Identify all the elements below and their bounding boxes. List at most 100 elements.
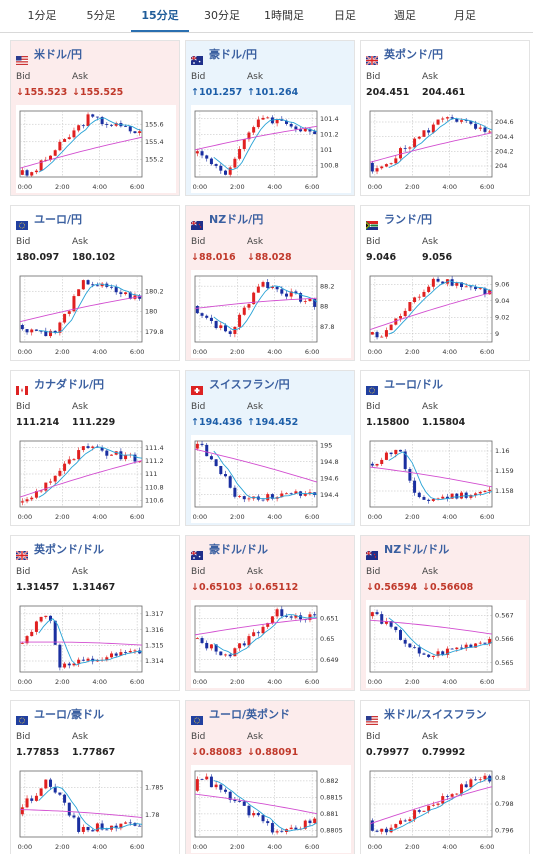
- pair-name-link[interactable]: 米ドル/スイスフラン: [384, 708, 487, 721]
- chart-area[interactable]: 0:00 2:00 4:00 6:00 101.4 101.2 101 100.8: [191, 105, 351, 193]
- mini-chart: 0:00 2:00 4:00 6:00 9.06 9.04 9.02 9: [366, 270, 526, 358]
- chart-area[interactable]: 0:00 2:00 4:00 6:00 0.651 0.65 0.649: [191, 600, 351, 688]
- pair-name-link[interactable]: 豪ドル/ドル: [209, 543, 269, 556]
- pair-name-link[interactable]: 英ポンド/円: [384, 48, 444, 61]
- rate-card[interactable]: ユーロ/円 Bid Ask 180.097 180.102 0:00 2:00 4:00 6:0…: [10, 205, 180, 361]
- candle-body: [261, 815, 265, 822]
- tab-1[interactable]: 1分足: [27, 9, 57, 22]
- y-tick-label: 1.316: [145, 626, 164, 634]
- candle-body: [95, 823, 99, 832]
- x-tick-label: 6:00: [480, 348, 495, 356]
- rate-card[interactable]: 豪ドル/ドル Bid Ask ↓0.65103 ↓0.65112 0:00 2:00 4:00…: [185, 535, 355, 691]
- bid-label: Bid: [366, 402, 381, 412]
- candle-body: [91, 114, 95, 117]
- pair-name-link[interactable]: ユーロ/英ポンド: [209, 708, 291, 721]
- rate-card[interactable]: 英ポンド/ドル Bid Ask 1.31457 1.31467 0:00 2:00 4:00 6…: [10, 535, 180, 691]
- candle-body: [422, 497, 426, 500]
- candle-body: [72, 130, 76, 138]
- chart-area[interactable]: 0:00 2:00 4:00 6:00 180.2 180 179.8: [16, 270, 176, 358]
- pair-name-link[interactable]: スイスフラン/円: [209, 378, 290, 391]
- tab-6[interactable]: 日足: [334, 9, 356, 22]
- x-tick-label: 0:00: [193, 513, 208, 521]
- chart-area[interactable]: 0:00 2:00 4:00 6:00 0.567 0.566 0.565: [366, 600, 526, 688]
- candle-body: [63, 663, 67, 668]
- ma-long-line: [194, 448, 318, 483]
- candle-body: [228, 167, 232, 175]
- card-header: ユーロ/円: [16, 212, 83, 230]
- rate-card[interactable]: NZドル/ドル Bid Ask ↓0.56594 ↓0.56608 0:00 2:00 4:0…: [360, 535, 530, 691]
- flag-icon: [190, 50, 203, 65]
- chart-area[interactable]: 0:00 2:00 4:00 6:00 88.2 88 87.8: [191, 270, 351, 358]
- x-tick-label: 6:00: [480, 678, 495, 686]
- bid-label: Bid: [16, 567, 31, 577]
- candle-body: [242, 307, 246, 315]
- chart-area[interactable]: 0:00 2:00 4:00 6:00 1.317 1.316 1.315 1.314: [16, 600, 176, 688]
- candle-body: [422, 130, 426, 137]
- rate-card[interactable]: 豪ドル/円 Bid Ask ↑101.257 ↑101.264 0:00 2:00 4:00 6…: [185, 40, 355, 196]
- chart-area[interactable]: 0:00 2:00 4:00 6:00 9.06 9.04 9.02 9: [366, 270, 526, 358]
- bid-price: ↓88.016: [191, 252, 236, 263]
- rate-card[interactable]: 英ポンド/円 Bid Ask 204.451 204.461 0:00 2:00 4:00 6:…: [360, 40, 530, 196]
- rate-card[interactable]: スイスフラン/円 Bid Ask ↑194.436 ↑194.452 0:00 2:00 4:…: [185, 370, 355, 526]
- candle-body: [308, 298, 312, 302]
- candle-body: [483, 127, 487, 132]
- tab-7[interactable]: 週足: [394, 9, 416, 22]
- pair-name-link[interactable]: NZドル/ドル: [384, 543, 450, 556]
- tab-5[interactable]: 1時間足: [264, 9, 304, 22]
- mini-chart: 0:00 2:00 4:00 6:00 204.6 204.4 204.2 204: [366, 105, 526, 193]
- chart-area[interactable]: 0:00 2:00 4:00 6:00 0.882 0.8815 0.881 0.8805: [191, 765, 351, 853]
- ask-price: ↓0.56608: [422, 582, 474, 593]
- y-tick-label: 180: [145, 308, 157, 316]
- candle-body: [20, 643, 24, 644]
- tab-3[interactable]: 15分足: [131, 0, 189, 32]
- chart-area[interactable]: 0:00 2:00 4:00 6:00 204.6 204.4 204.2 204: [366, 105, 526, 193]
- pair-name-link[interactable]: ユーロ/円: [34, 213, 83, 226]
- candle-body: [389, 452, 393, 455]
- pair-name-link[interactable]: NZドル/円: [209, 213, 264, 226]
- ma-long-line: [194, 793, 318, 815]
- candle-body: [398, 316, 403, 319]
- chart-area[interactable]: 0:00 2:00 4:00 6:00 111.4 111.2 111 110.8 110.6: [16, 435, 176, 523]
- rate-card[interactable]: 米ドル/スイスフラン Bid Ask 0.79977 0.79992 0:00 2:00 4:…: [360, 700, 530, 854]
- candle-body: [114, 287, 118, 293]
- candle-body: [238, 148, 242, 159]
- candle-body: [25, 499, 29, 502]
- ask-label: Ask: [72, 732, 89, 742]
- chart-area[interactable]: 0:00 2:00 4:00 6:00 1.16 1.159 1.158: [366, 435, 526, 523]
- pair-name-link[interactable]: カナダドル/円: [34, 378, 105, 391]
- candle-body: [303, 128, 307, 132]
- candle-body: [228, 791, 232, 800]
- candle-body: [67, 311, 71, 314]
- y-tick-label: 1.785: [145, 784, 164, 792]
- rate-card[interactable]: ユーロ/英ポンド Bid Ask ↓0.88083 ↓0.88091 0:00 2:00 4:…: [185, 700, 355, 854]
- rate-card[interactable]: ユーロ/豪ドル Bid Ask 1.77853 1.77867 0:00 2:00 4:00 6…: [10, 700, 180, 854]
- y-tick-label: 111.4: [145, 444, 164, 452]
- chart-area[interactable]: 0:00 2:00 4:00 6:00 155.6 155.4 155.2: [16, 105, 176, 193]
- tab-2[interactable]: 5分足: [86, 9, 116, 22]
- rate-card[interactable]: 米ドル/円 Bid Ask ↓155.523 ↓155.525 0:00 2:00 4:00 6…: [10, 40, 180, 196]
- x-tick-label: 6:00: [305, 513, 320, 521]
- rate-card[interactable]: NZドル/円 Bid Ask ↓88.016 ↓88.028 0:00 2:00 4:00 6:…: [185, 205, 355, 361]
- rate-card[interactable]: ユーロ/ドル Bid Ask 1.15800 1.15804 0:00 2:00 4:00 6:…: [360, 370, 530, 526]
- rate-card[interactable]: ランド/円 Bid Ask 9.046 9.056 0:00 2:00 4:00 6:00 9.0…: [360, 205, 530, 361]
- chart-area[interactable]: 0:00 2:00 4:00 6:00 1.785 1.78: [16, 765, 176, 853]
- y-tick-label: 0.796: [495, 827, 514, 835]
- pair-name-link[interactable]: 英ポンド/ドル: [34, 543, 105, 556]
- tab-8[interactable]: 月足: [454, 9, 476, 22]
- pair-name-link[interactable]: 米ドル/円: [34, 48, 83, 61]
- candle-body: [370, 332, 374, 335]
- pair-name-link[interactable]: ランド/円: [384, 213, 433, 226]
- candle-body: [30, 631, 34, 637]
- candle-body: [403, 451, 407, 470]
- chart-area[interactable]: 0:00 2:00 4:00 6:00 0.8 0.798 0.796: [366, 765, 526, 853]
- candle-body: [223, 474, 228, 477]
- candle-body: [100, 117, 104, 125]
- chart-area[interactable]: 0:00 2:00 4:00 6:00 195 194.8 194.6 194.4: [191, 435, 351, 523]
- pair-name-link[interactable]: ユーロ/豪ドル: [34, 708, 105, 721]
- pair-name-link[interactable]: ユーロ/ドル: [384, 378, 444, 391]
- bid-price: 1.31457: [16, 582, 60, 593]
- tab-4[interactable]: 30分足: [204, 9, 240, 22]
- rate-card[interactable]: カナダドル/円 Bid Ask 111.214 111.229 0:00 2:00 4:00 6…: [10, 370, 180, 526]
- candle-body: [370, 463, 374, 466]
- pair-name-link[interactable]: 豪ドル/円: [209, 48, 258, 61]
